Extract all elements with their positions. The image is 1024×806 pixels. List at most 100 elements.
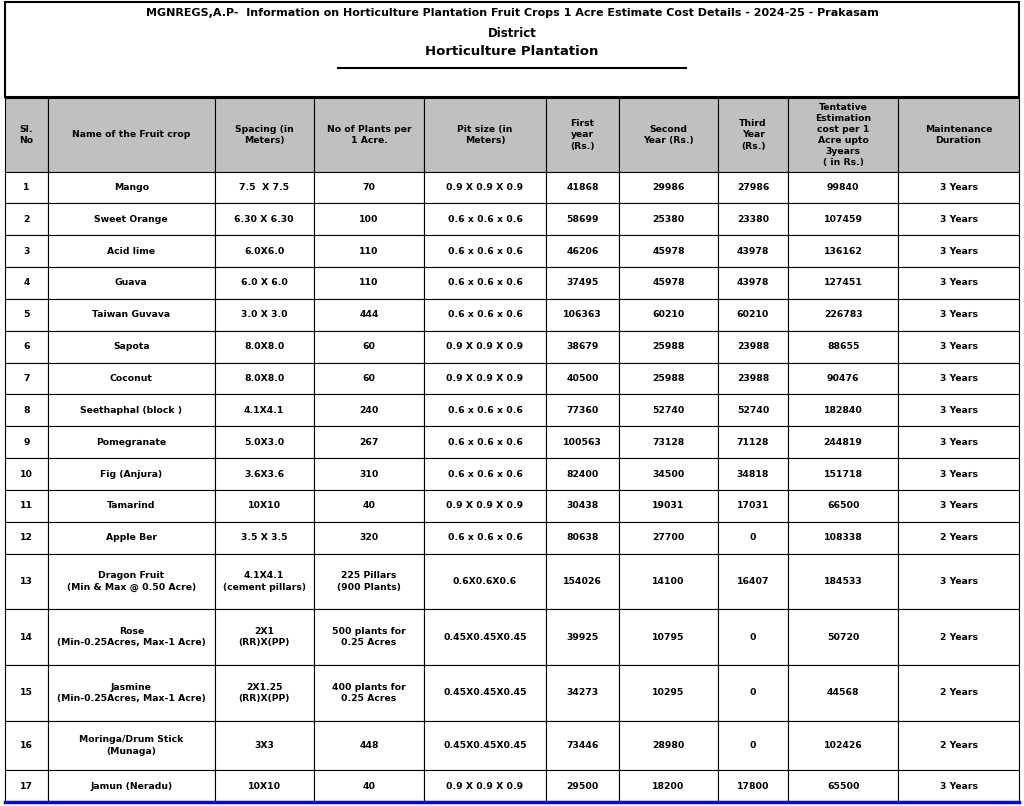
Text: 10X10: 10X10 <box>248 782 281 791</box>
Text: 448: 448 <box>359 741 379 750</box>
Bar <box>424 299 546 330</box>
Text: District: District <box>487 27 537 40</box>
Text: 240: 240 <box>359 406 379 415</box>
Bar <box>788 299 898 330</box>
Bar <box>718 458 788 490</box>
Text: 25380: 25380 <box>652 215 685 224</box>
Bar <box>215 458 313 490</box>
Bar <box>718 665 788 721</box>
Bar <box>618 426 718 458</box>
Bar <box>215 770 313 802</box>
Text: 0.6 x 0.6 x 0.6: 0.6 x 0.6 x 0.6 <box>447 279 522 288</box>
Text: 8: 8 <box>24 406 30 415</box>
Bar <box>618 172 718 203</box>
Bar <box>5 721 48 770</box>
Bar <box>898 770 1019 802</box>
Bar <box>788 330 898 363</box>
Text: 0: 0 <box>750 633 757 642</box>
Bar <box>618 203 718 235</box>
Bar <box>718 172 788 203</box>
Text: 2: 2 <box>24 215 30 224</box>
Text: 3.0 X 3.0: 3.0 X 3.0 <box>241 310 288 319</box>
Bar <box>618 554 718 609</box>
Text: 29500: 29500 <box>566 782 599 791</box>
Bar <box>5 363 48 394</box>
Text: 320: 320 <box>359 534 379 542</box>
Bar <box>5 665 48 721</box>
Bar <box>48 363 215 394</box>
Bar <box>424 458 546 490</box>
Text: 60: 60 <box>362 343 376 351</box>
Text: 50720: 50720 <box>827 633 859 642</box>
Bar <box>718 235 788 267</box>
Bar <box>215 299 313 330</box>
Bar <box>618 267 718 299</box>
Text: 0.9 X 0.9 X 0.9: 0.9 X 0.9 X 0.9 <box>446 501 523 510</box>
Text: 80638: 80638 <box>566 534 599 542</box>
Bar <box>618 299 718 330</box>
Bar <box>215 490 313 521</box>
Bar <box>618 770 718 802</box>
Bar <box>546 235 618 267</box>
Bar <box>5 2 1019 97</box>
Text: 9: 9 <box>24 438 30 447</box>
Text: 136162: 136162 <box>823 247 862 256</box>
Bar <box>546 172 618 203</box>
Text: 3 Years: 3 Years <box>940 310 978 319</box>
Bar <box>898 394 1019 426</box>
Bar <box>424 521 546 554</box>
Bar <box>618 721 718 770</box>
Text: 43978: 43978 <box>737 247 769 256</box>
Text: 73128: 73128 <box>652 438 685 447</box>
Bar <box>898 363 1019 394</box>
Bar <box>424 554 546 609</box>
Bar <box>424 330 546 363</box>
Bar <box>5 235 48 267</box>
Bar <box>546 98 618 172</box>
Text: Third
Year
(Rs.): Third Year (Rs.) <box>739 119 767 151</box>
Bar <box>898 554 1019 609</box>
Bar <box>898 172 1019 203</box>
Text: Taiwan Guvava: Taiwan Guvava <box>92 310 170 319</box>
Text: 52740: 52740 <box>737 406 769 415</box>
Bar <box>898 98 1019 172</box>
Text: 40: 40 <box>362 501 376 510</box>
Bar <box>48 426 215 458</box>
Text: 5.0X3.0: 5.0X3.0 <box>244 438 285 447</box>
Text: 100563: 100563 <box>563 438 602 447</box>
Bar <box>788 770 898 802</box>
Text: 110: 110 <box>359 279 379 288</box>
Bar <box>313 235 424 267</box>
Text: 27700: 27700 <box>652 534 685 542</box>
Text: 39925: 39925 <box>566 633 598 642</box>
Bar <box>48 203 215 235</box>
Text: 182840: 182840 <box>823 406 862 415</box>
Bar <box>48 267 215 299</box>
Text: 60210: 60210 <box>737 310 769 319</box>
Text: 29986: 29986 <box>652 183 685 192</box>
Bar <box>313 98 424 172</box>
Bar <box>718 721 788 770</box>
Text: 73446: 73446 <box>566 741 599 750</box>
Text: 10795: 10795 <box>652 633 685 642</box>
Bar <box>718 521 788 554</box>
Text: 100: 100 <box>359 215 379 224</box>
Text: Horticulture Plantation: Horticulture Plantation <box>425 45 599 58</box>
Bar <box>215 363 313 394</box>
Bar <box>898 203 1019 235</box>
Bar <box>898 721 1019 770</box>
Bar <box>48 98 215 172</box>
Bar <box>788 521 898 554</box>
Text: 3 Years: 3 Years <box>940 577 978 586</box>
Text: 3 Years: 3 Years <box>940 215 978 224</box>
Text: 0: 0 <box>750 534 757 542</box>
Bar <box>618 98 718 172</box>
Bar <box>546 394 618 426</box>
Bar <box>424 267 546 299</box>
Bar <box>313 394 424 426</box>
Text: 2 Years: 2 Years <box>940 741 978 750</box>
Bar <box>718 490 788 521</box>
Text: 23380: 23380 <box>737 215 769 224</box>
Bar <box>48 172 215 203</box>
Text: 0.6 x 0.6 x 0.6: 0.6 x 0.6 x 0.6 <box>447 215 522 224</box>
